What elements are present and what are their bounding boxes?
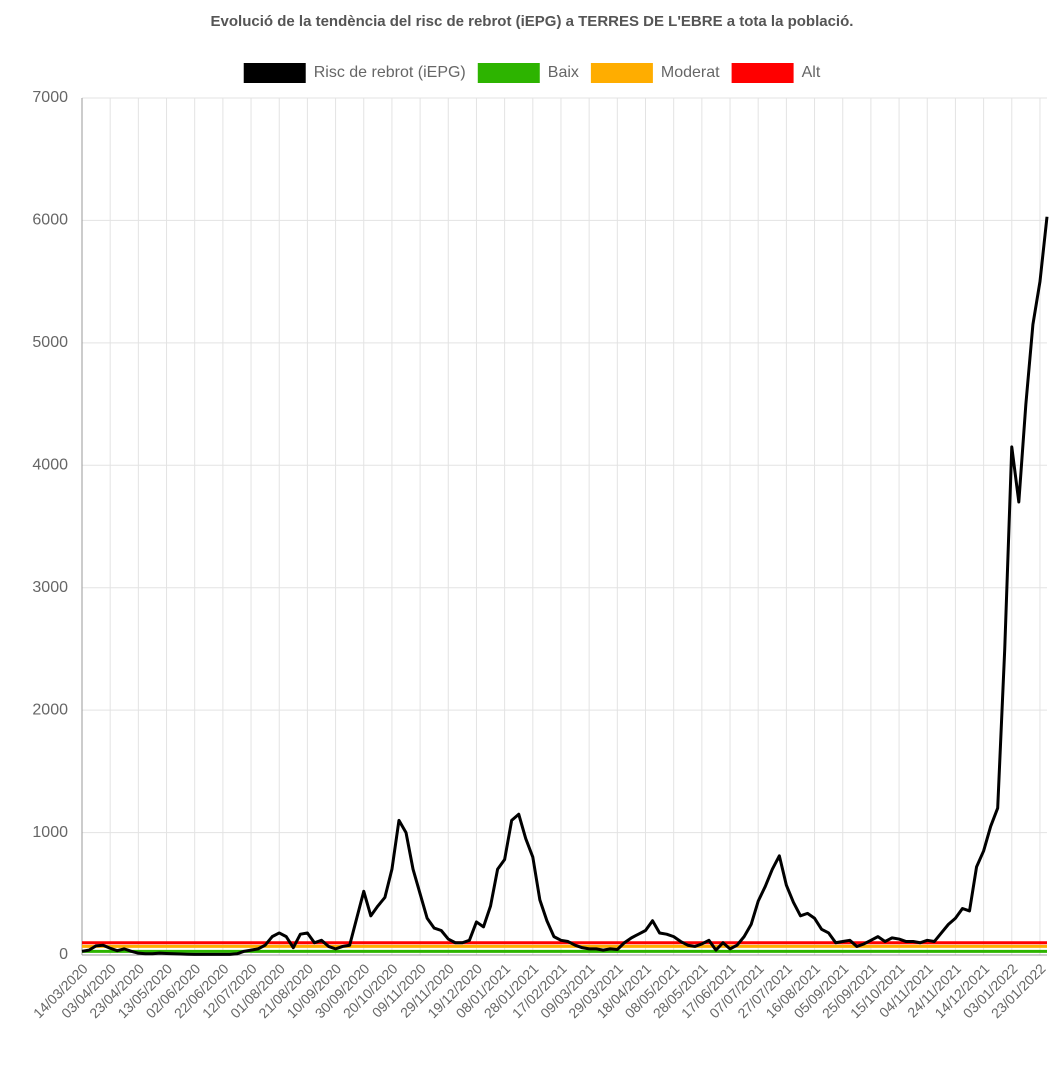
legend-swatch [243,63,306,83]
legend-swatch [590,63,653,83]
y-tick-label: 3000 [32,579,68,596]
y-tick-label: 1000 [32,824,68,841]
y-tick-label: 0 [59,946,68,963]
y-tick-label: 6000 [32,212,68,229]
legend-swatch [731,63,794,83]
y-tick-label: 7000 [32,89,68,106]
legend-swatch [477,63,540,83]
data-line [81,216,1049,956]
legend-label: Baix [548,64,579,81]
y-tick-label: 4000 [32,457,68,474]
y-tick-label: 5000 [32,334,68,351]
legend-label: Risc de rebrot (iEPG) [314,64,466,81]
chart-title: Evolució de la tendència del risc de reb… [211,13,854,30]
legend: Risc de rebrot (iEPG) Baix Moderat Alt [243,63,821,83]
legend-label: Alt [802,64,821,81]
legend-label: Moderat [661,64,720,81]
y-tick-label: 2000 [32,701,68,718]
